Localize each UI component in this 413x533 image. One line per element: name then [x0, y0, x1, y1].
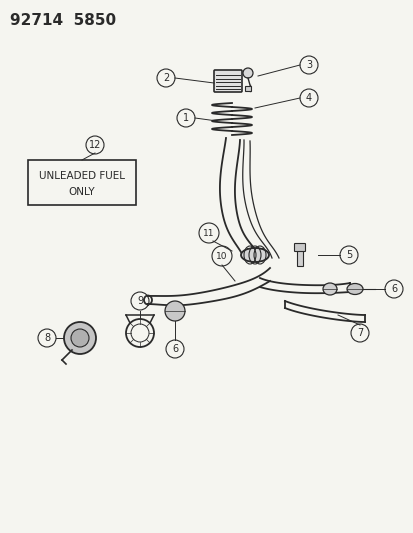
- Ellipse shape: [322, 283, 336, 295]
- Text: 92714  5850: 92714 5850: [10, 13, 116, 28]
- Circle shape: [242, 68, 252, 78]
- Text: 2: 2: [162, 73, 169, 83]
- Text: 5: 5: [345, 250, 351, 260]
- Bar: [296, 250, 302, 266]
- Text: 7: 7: [356, 328, 362, 338]
- FancyBboxPatch shape: [294, 244, 305, 252]
- Text: UNLEADED FUEL: UNLEADED FUEL: [39, 171, 125, 181]
- Circle shape: [71, 329, 89, 347]
- Text: 6: 6: [171, 344, 178, 354]
- Text: 4: 4: [305, 93, 311, 103]
- Text: 8: 8: [44, 333, 50, 343]
- Text: 9: 9: [137, 296, 143, 306]
- FancyBboxPatch shape: [214, 70, 242, 92]
- Text: 12: 12: [89, 140, 101, 150]
- Circle shape: [165, 301, 185, 321]
- Text: 3: 3: [305, 60, 311, 70]
- Bar: [28, 160, 136, 205]
- Text: 11: 11: [203, 229, 214, 238]
- Circle shape: [64, 322, 96, 354]
- Ellipse shape: [240, 248, 268, 262]
- Text: 1: 1: [183, 113, 189, 123]
- Bar: [244, 86, 250, 91]
- Text: ONLY: ONLY: [69, 188, 95, 197]
- Text: 10: 10: [216, 252, 227, 261]
- Ellipse shape: [346, 284, 362, 295]
- Text: 6: 6: [390, 284, 396, 294]
